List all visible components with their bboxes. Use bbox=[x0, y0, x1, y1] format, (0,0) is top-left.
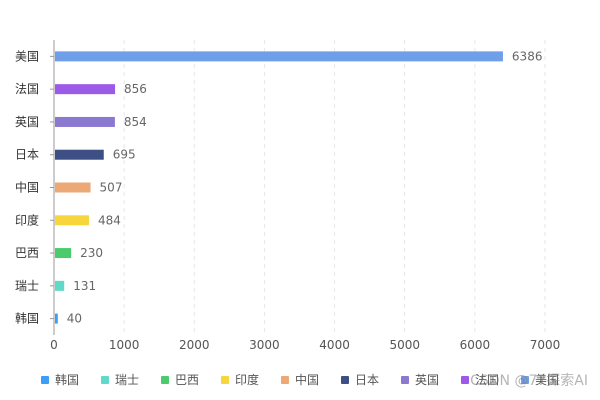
data-label: 856 bbox=[124, 82, 147, 96]
legend-swatch bbox=[341, 376, 349, 384]
legend-label: 韩国 bbox=[55, 372, 79, 387]
y-tick-label: 日本 bbox=[15, 148, 39, 162]
legend-swatch bbox=[521, 376, 529, 384]
y-tick-label: 印度 bbox=[15, 212, 39, 227]
legend-swatch bbox=[161, 376, 169, 384]
bar bbox=[55, 116, 115, 127]
x-tick-label: 3000 bbox=[249, 338, 280, 352]
legend-label: 中国 bbox=[295, 372, 319, 387]
x-tick-label: 1000 bbox=[109, 338, 140, 352]
y-tick-label: 巴西 bbox=[15, 246, 39, 260]
legend-label: 法国 bbox=[475, 373, 499, 387]
legend-swatch bbox=[401, 376, 409, 384]
x-tick-label: 6000 bbox=[460, 338, 491, 352]
data-label: 507 bbox=[100, 181, 123, 195]
legend-swatch bbox=[41, 376, 49, 384]
y-tick-label: 美国 bbox=[15, 49, 39, 63]
legend-swatch bbox=[221, 376, 229, 384]
data-label: 6386 bbox=[512, 49, 543, 63]
data-label: 230 bbox=[80, 246, 103, 260]
x-tick-label: 4000 bbox=[319, 338, 350, 352]
data-label: 854 bbox=[124, 115, 147, 129]
bar bbox=[55, 280, 65, 291]
y-tick-label: 韩国 bbox=[15, 311, 39, 326]
bar bbox=[55, 51, 503, 62]
data-label: 484 bbox=[98, 213, 121, 227]
data-label: 131 bbox=[73, 279, 96, 293]
watermark: CSDN @77探索AI bbox=[470, 373, 588, 389]
legend-label: 日本 bbox=[355, 373, 379, 387]
y-tick-label: 法国 bbox=[15, 82, 39, 96]
legend-swatch bbox=[101, 376, 109, 384]
data-label: 695 bbox=[113, 148, 136, 162]
y-tick-label: 英国 bbox=[15, 115, 39, 129]
data-label: 40 bbox=[67, 312, 82, 326]
bar bbox=[55, 215, 89, 226]
legend-label: 巴西 bbox=[175, 373, 199, 387]
bar bbox=[55, 182, 91, 193]
legend-swatch bbox=[281, 376, 289, 384]
bar bbox=[55, 313, 58, 324]
x-tick-label: 7000 bbox=[530, 338, 561, 352]
legend-label: 印度 bbox=[235, 372, 259, 387]
x-tick-label: 5000 bbox=[389, 338, 420, 352]
bar bbox=[55, 248, 72, 259]
legend-label: 瑞士 bbox=[115, 373, 139, 387]
y-tick-label: 中国 bbox=[15, 180, 39, 195]
legend-label: 美国 bbox=[535, 373, 559, 387]
bar bbox=[55, 149, 104, 160]
x-tick-label: 0 bbox=[50, 338, 58, 352]
legend-label: 英国 bbox=[415, 373, 439, 387]
x-tick-label: 2000 bbox=[179, 338, 210, 352]
legend-swatch bbox=[461, 376, 469, 384]
y-tick-label: 瑞士 bbox=[15, 279, 39, 293]
bar bbox=[55, 84, 116, 95]
